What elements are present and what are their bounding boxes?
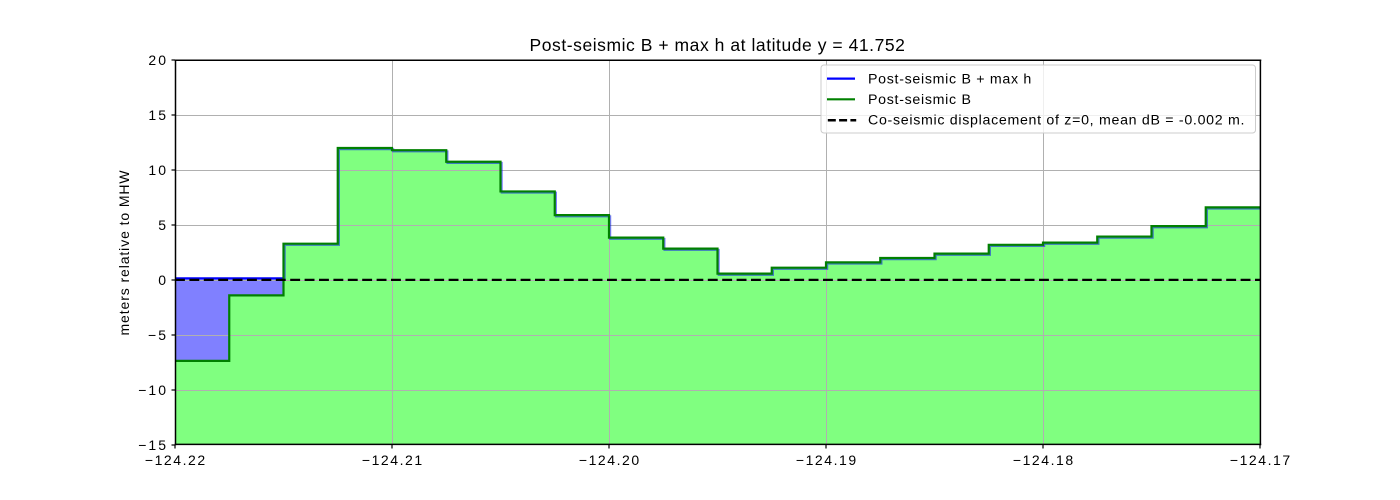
svg-text:−124.18: −124.18: [1013, 452, 1075, 468]
svg-text:0: 0: [158, 272, 168, 288]
svg-text:−124.17: −124.17: [1230, 452, 1292, 468]
svg-text:Post-seismic B: Post-seismic B: [868, 92, 972, 108]
svg-text:−5: −5: [148, 327, 168, 343]
svg-text:5: 5: [158, 217, 168, 233]
svg-text:−15: −15: [138, 437, 168, 453]
svg-text:−124.19: −124.19: [796, 452, 858, 468]
svg-text:−124.21: −124.21: [362, 452, 424, 468]
svg-text:15: 15: [148, 107, 168, 123]
svg-text:meters relative to MHW: meters relative to MHW: [116, 169, 132, 335]
svg-text:−124.20: −124.20: [579, 452, 641, 468]
svg-text:−10: −10: [138, 382, 168, 398]
svg-text:20: 20: [148, 52, 168, 68]
svg-text:Post-seismic B + max h: Post-seismic B + max h: [868, 72, 1032, 88]
svg-text:Co-seismic displacement of z=0: Co-seismic displacement of z=0, mean dB …: [868, 113, 1245, 129]
svg-text:Post-seismic B + max h at lati: Post-seismic B + max h at latitude y = 4…: [530, 35, 906, 55]
svg-text:−124.22: −124.22: [145, 452, 207, 468]
svg-text:10: 10: [148, 162, 168, 178]
